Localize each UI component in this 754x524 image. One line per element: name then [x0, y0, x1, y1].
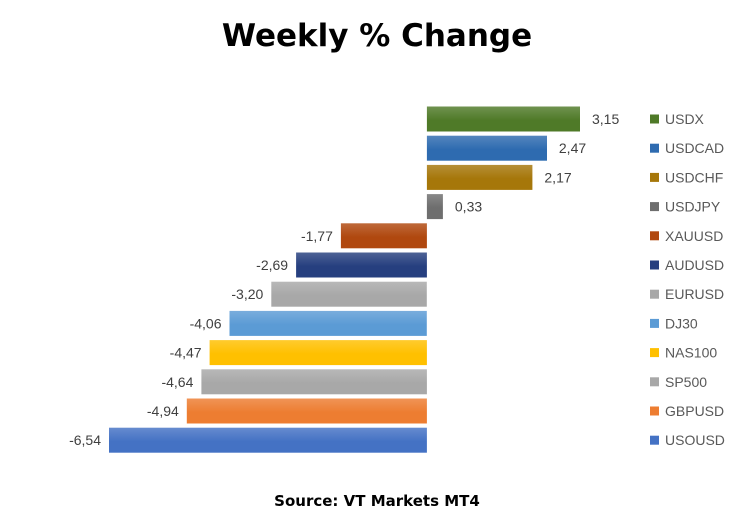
value-label-usdjpy: 0,33: [455, 199, 482, 215]
bar-xauusd: [340, 223, 427, 249]
legend-label-eurusd: EURUSD: [665, 286, 724, 302]
value-label-eurusd: -3,20: [231, 286, 263, 302]
legend-label-usdchf: USDCHF: [665, 169, 723, 185]
bar-usdjpy: [426, 194, 443, 220]
legend: USDX USDCAD USDCHF USDJPY XAUUSD AUDUSD EURUSD…: [650, 111, 725, 448]
legend-swatch-audusd: [650, 260, 659, 270]
legend-swatch-dj30: [650, 318, 659, 328]
value-label-sp500: -4,64: [161, 374, 193, 390]
legend-label-usdcad: USDCAD: [665, 140, 724, 156]
legend-label-dj30: DJ30: [665, 315, 698, 331]
value-label-usousd: -6,54: [69, 432, 101, 448]
value-labels-layer: 3,15 2,47 2,17 0,33 -1,77 -2,69 -3,20 -4,06 -4,4…: [69, 111, 619, 448]
legend-swatch-xauusd: [650, 231, 659, 241]
value-label-usdcad: 2,47: [559, 140, 586, 156]
bar-eurusd: [271, 281, 427, 307]
value-label-audusd: -2,69: [256, 257, 288, 273]
bar-gbpusd: [186, 398, 427, 424]
value-label-dj30: -4,06: [190, 315, 222, 331]
bar-usdchf: [426, 164, 533, 190]
bar-sp500: [201, 369, 427, 395]
legend-swatch-sp500: [650, 377, 659, 387]
legend-label-gbpusd: GBPUSD: [665, 403, 724, 419]
legend-label-usousd: USOUSD: [665, 432, 725, 448]
legend-swatch-gbpusd: [650, 406, 659, 416]
legend-swatch-nas100: [650, 348, 659, 358]
legend-label-xauusd: XAUUSD: [665, 228, 723, 244]
value-label-usdx: 3,15: [592, 111, 619, 127]
source-caption: Source: VT Markets MT4: [274, 492, 480, 510]
bar-nas100: [209, 340, 427, 366]
legend-swatch-usdchf: [650, 172, 659, 182]
legend-label-sp500: SP500: [665, 374, 707, 390]
legend-label-audusd: AUDUSD: [665, 257, 724, 273]
legend-label-usdx: USDX: [665, 111, 705, 127]
legend-swatch-usdx: [650, 114, 659, 124]
legend-swatch-usdcad: [650, 143, 659, 153]
bar-usousd: [109, 427, 427, 453]
bar-audusd: [296, 252, 427, 278]
legend-swatch-eurusd: [650, 289, 659, 299]
bar-dj30: [229, 310, 427, 336]
bars-layer: [109, 106, 580, 453]
legend-swatch-usousd: [650, 435, 659, 445]
value-label-nas100: -4,47: [170, 345, 202, 361]
legend-swatch-usdjpy: [650, 202, 659, 212]
legend-label-usdjpy: USDJPY: [665, 199, 721, 215]
bar-usdcad: [426, 135, 547, 161]
bar-usdx: [426, 106, 580, 132]
chart-title: Weekly % Change: [221, 18, 533, 54]
legend-label-nas100: NAS100: [665, 345, 717, 361]
value-label-xauusd: -1,77: [301, 228, 333, 244]
value-label-usdchf: 2,17: [544, 169, 571, 185]
value-label-gbpusd: -4,94: [147, 403, 179, 419]
